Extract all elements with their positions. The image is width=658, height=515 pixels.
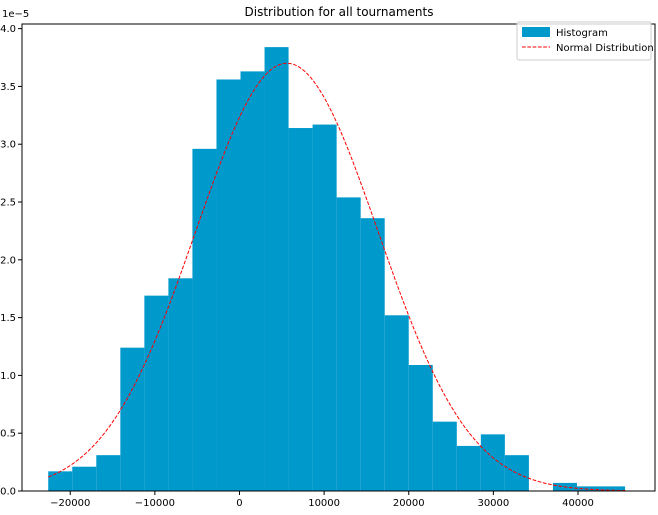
x-tick-label: 10000 — [308, 498, 340, 509]
legend-histogram-swatch — [522, 27, 550, 37]
histogram-bar — [216, 79, 241, 492]
x-tick-label: 20000 — [393, 498, 425, 509]
histogram-bars — [48, 47, 626, 492]
x-tick-label: 0 — [236, 498, 242, 509]
histogram-bar — [576, 486, 602, 491]
histogram-bar — [120, 347, 145, 491]
y-axis-offset-label: 1e−5 — [2, 9, 29, 20]
legend: Histogram Normal Distribution — [516, 21, 654, 61]
histogram-bar — [48, 471, 73, 491]
y-tick-label: 3.5 — [0, 82, 16, 93]
y-tick-label: 2.5 — [0, 198, 16, 209]
x-tick-label: −10000 — [135, 498, 175, 509]
histogram-bar — [72, 466, 97, 491]
histogram-bar — [336, 197, 361, 491]
histogram-bar — [264, 47, 289, 492]
y-tick-label: 1.5 — [0, 313, 16, 324]
legend-histogram-label: Histogram — [556, 28, 608, 39]
histogram-bar — [504, 455, 529, 491]
x-axis: −20000 −10000 0 10000 20000 30000 40000 — [50, 491, 594, 509]
y-tick-label: 0.5 — [0, 429, 16, 440]
plot-frame — [21, 23, 656, 492]
histogram-bar — [480, 434, 505, 491]
histogram-bar — [144, 295, 169, 491]
y-tick-label: 1.0 — [0, 371, 16, 382]
histogram-bar — [408, 365, 433, 491]
x-tick-label: 30000 — [477, 498, 509, 509]
normal-distribution-curve — [48, 62, 626, 492]
histogram-bar — [601, 486, 626, 491]
legend-normal-label: Normal Distribution — [556, 43, 654, 54]
x-tick-label: −20000 — [50, 498, 90, 509]
histogram-bar — [288, 128, 313, 491]
histogram-bar — [384, 315, 409, 491]
y-tick-label: 3.0 — [0, 140, 16, 151]
histogram-bar — [192, 148, 217, 491]
y-tick-label: 2.0 — [0, 255, 16, 266]
histogram-bar — [240, 71, 265, 492]
histogram-bar — [456, 445, 481, 491]
x-tick-label: 40000 — [562, 498, 594, 509]
chart-title: Distribution for all tournaments — [245, 5, 434, 19]
histogram-bar — [96, 455, 121, 491]
y-tick-label: 0.0 — [0, 487, 16, 498]
histogram-bar — [360, 218, 385, 492]
y-axis: 0.0 0.5 1.0 1.5 2.0 2.5 3.0 3.5 4.0 — [0, 24, 22, 498]
histogram-bar — [312, 124, 337, 491]
legend-box — [516, 21, 652, 61]
y-tick-label: 4.0 — [0, 24, 16, 35]
histogram-bar — [432, 421, 457, 491]
histogram-bar — [168, 278, 193, 491]
